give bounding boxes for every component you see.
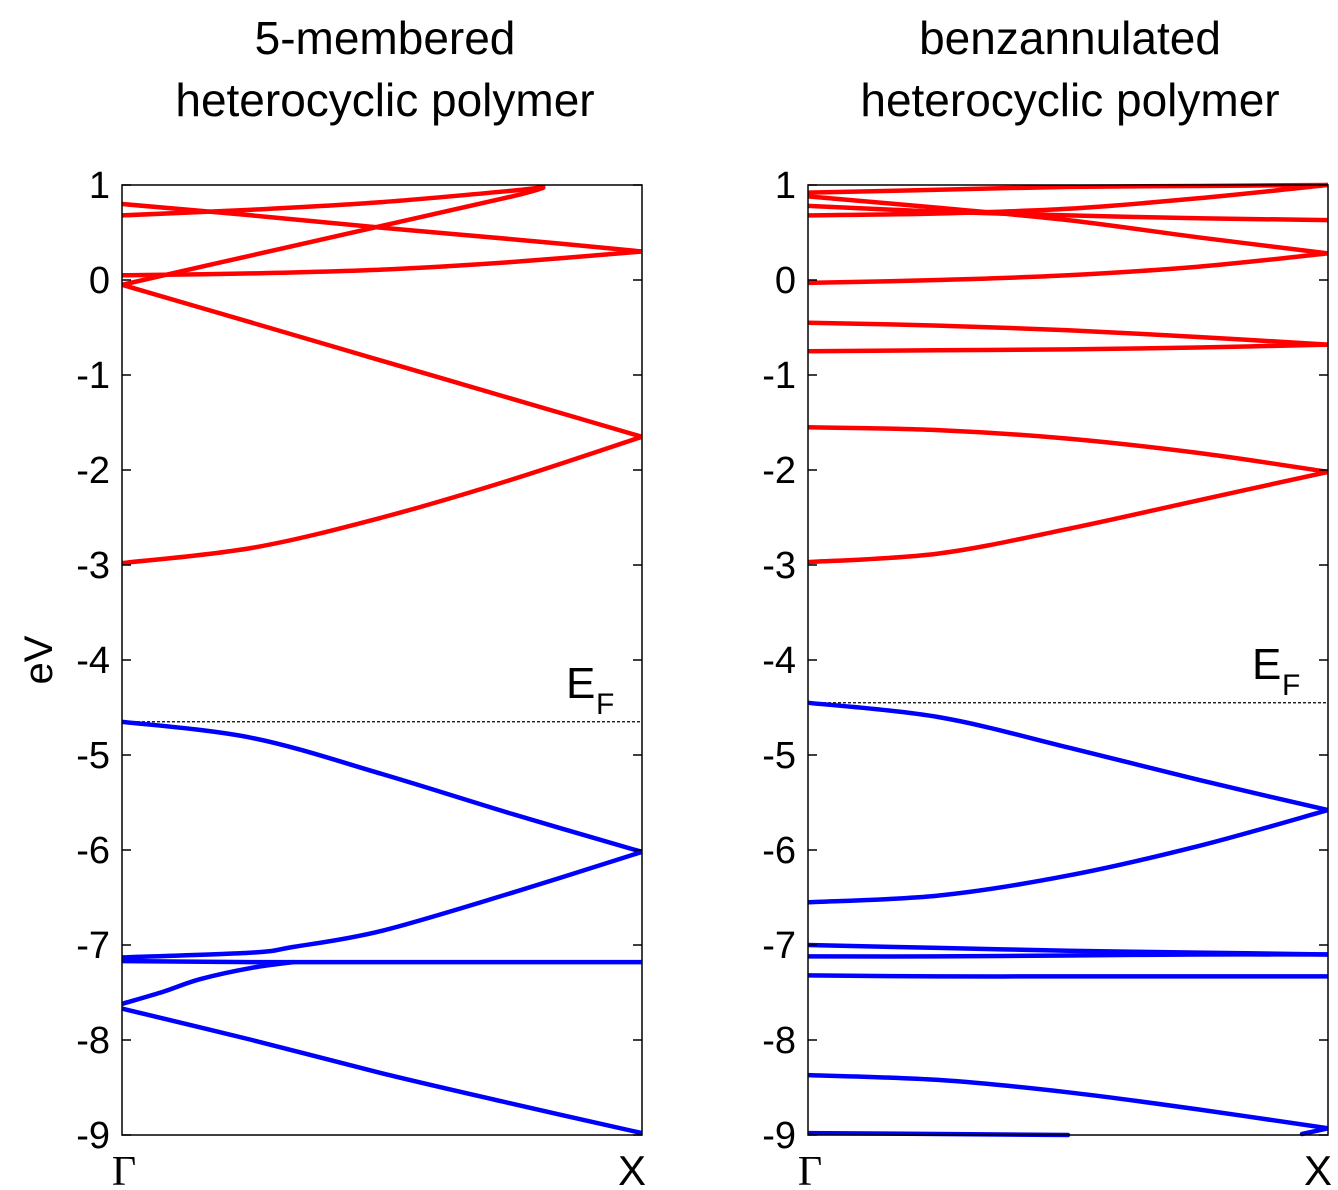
chart-title-line-1: benzannulated [919,12,1221,64]
y-tick-label: -6 [762,830,796,872]
y-tick-label: -6 [76,830,110,872]
y-tick-label: -7 [762,925,796,967]
chart-title-line-2: heterocyclic polymer [860,74,1279,126]
y-tick-label: 1 [775,165,796,207]
conduction-band-3 [808,203,1328,223]
x-tick-label-gamma: Γ [798,1149,822,1190]
y-tick-label: -2 [762,450,796,492]
valence-band-10 [808,700,1328,813]
y-tick-label: -8 [76,1020,110,1062]
conduction-band-6 [808,320,1328,347]
plot-frame [121,184,643,1136]
valence-band-11 [808,807,1328,905]
valence-band-8 [122,849,642,960]
conduction-band-2 [808,194,1328,256]
conduction-band-6 [122,434,642,566]
conduction-band-9 [808,469,1328,565]
band-lines [122,184,642,1136]
conduction-band-8 [808,425,1328,475]
y-tick-label: -3 [762,545,796,587]
valence-band-7 [122,719,642,855]
y-tick-label: -4 [76,640,110,682]
x-tick-label-x: X [1304,1147,1332,1190]
y-tick-label: -5 [76,735,110,777]
band-panel-2: benzannulated heterocyclic polymer E F 1 0 -1 -… [762,12,1332,1190]
y-tick-label: -8 [762,1020,796,1062]
valence-band-9 [122,958,642,965]
fermi-level-label: E [1252,640,1281,689]
fermi-level-label: E [566,659,595,708]
conduction-band-5 [122,282,642,440]
band-lines [808,182,1328,1138]
y-axis-label: eV [17,635,61,684]
fermi-level-subscript: F [1282,669,1300,702]
x-tick-label-gamma: Γ [112,1149,136,1190]
valence-band-10 [122,959,296,1007]
conduction-band-1 [122,249,642,278]
fermi-level-subscript: F [596,688,614,721]
y-tick-label: 1 [89,165,110,207]
y-tick-label: 0 [89,260,110,302]
x-tick-label-x: X [618,1147,646,1190]
chart-title-line-2: heterocyclic polymer [175,74,594,126]
valence-band-14 [808,973,1328,979]
y-tick-label: -9 [76,1115,110,1157]
band-panel-1: 5-membered heterocyclic polymer E F 1 0 -1 -2 -3… [76,12,646,1190]
chart-title-line-1: 5-membered [255,12,516,64]
y-tick-label: -1 [762,355,796,397]
y-tick-label: -4 [762,640,796,682]
conduction-band-4 [808,182,1328,218]
y-tick-label: -3 [76,545,110,587]
y-tick-label: -9 [762,1115,796,1157]
y-tick-label: -7 [76,925,110,967]
valence-band-11 [122,1006,642,1136]
y-tick-label: -5 [762,735,796,777]
plot-frame [807,184,1329,1136]
conduction-band-4 [122,184,546,218]
y-tick-label: -2 [76,450,110,492]
conduction-band-7 [808,342,1328,354]
conduction-band-5 [808,251,1328,286]
valence-band-15 [808,1072,1328,1131]
y-tick-label: -1 [76,355,110,397]
valence-band-17 [1299,1126,1328,1137]
y-tick-label: 0 [775,260,796,302]
valence-band-13 [808,952,1328,959]
